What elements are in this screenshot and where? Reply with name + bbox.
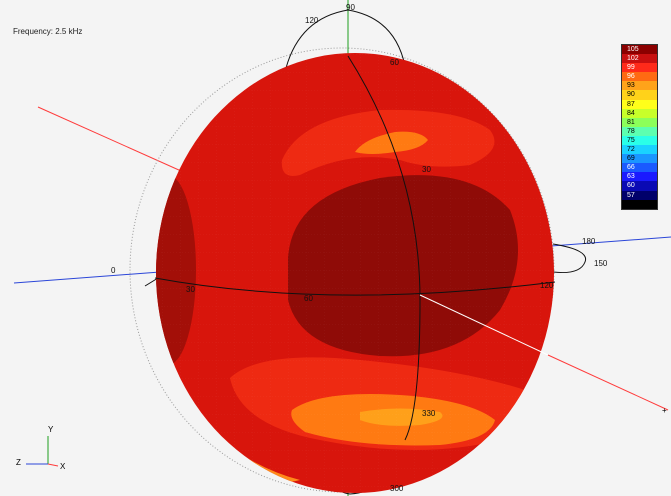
angle-label-150: 150	[594, 259, 608, 268]
right-angle-arc	[552, 243, 587, 273]
balloon-surface	[156, 53, 554, 493]
top-angle-arc	[285, 9, 406, 69]
legend-entry	[622, 199, 657, 209]
legend-entry: 87	[622, 99, 657, 109]
angle-label-60-equator: 60	[304, 294, 313, 303]
angle-label-30-equator: 30	[186, 285, 195, 294]
axis-z-label: Z	[16, 458, 21, 467]
legend-entry: 57	[622, 190, 657, 200]
legend-entry: 69	[622, 154, 657, 164]
blue-axis-left	[13, 271, 161, 284]
legend-entry: 96	[622, 72, 657, 82]
angle-label-180: 180	[582, 237, 596, 246]
legend-entry: 99	[622, 63, 657, 73]
axis-plus-marker: +	[662, 406, 667, 415]
color-scale-legend: 105 102 99 96 93 90 87 84 81 78 75 72 69 66 63 60 57	[621, 44, 658, 210]
legend-entry: 66	[622, 163, 657, 173]
axis-x-label: X	[60, 462, 66, 471]
legend-entry: 63	[622, 172, 657, 182]
axis-y-label: Y	[48, 425, 54, 434]
blue-axis-right	[550, 236, 671, 247]
balloon-dotted-outline	[129, 47, 555, 493]
equator-arc	[154, 277, 556, 296]
angle-label-90: 90	[346, 3, 355, 12]
angle-label-0: 0	[111, 266, 116, 275]
legend-entry: 60	[622, 181, 657, 191]
left-angle-arc	[144, 277, 159, 287]
legend-entry: 84	[622, 108, 657, 118]
legend-entry: 75	[622, 135, 657, 146]
angle-label-120-equator: 120	[540, 281, 554, 290]
axis-triad	[26, 436, 59, 467]
angle-label-330: 330	[422, 409, 436, 418]
legend-entry: 90	[622, 90, 657, 100]
frequency-label: Frequency: 2.5 kHz	[13, 27, 83, 36]
meridian-arc	[347, 55, 421, 441]
legend-entry: 93	[622, 81, 657, 91]
angle-label-30-upper: 30	[422, 165, 431, 174]
red-axis-out	[547, 354, 669, 411]
legend-entry: 102	[622, 54, 657, 64]
angle-label-120: 120	[305, 16, 319, 25]
red-axis-back	[37, 106, 191, 176]
angle-label-300: 300	[390, 484, 404, 493]
angle-label-60: 60	[390, 58, 399, 67]
legend-entry: 105	[622, 45, 657, 55]
legend-entry: 72	[622, 145, 657, 155]
red-axis-front	[419, 294, 549, 356]
legend-entry: 81	[622, 117, 657, 127]
legend-entry: 78	[622, 126, 657, 136]
